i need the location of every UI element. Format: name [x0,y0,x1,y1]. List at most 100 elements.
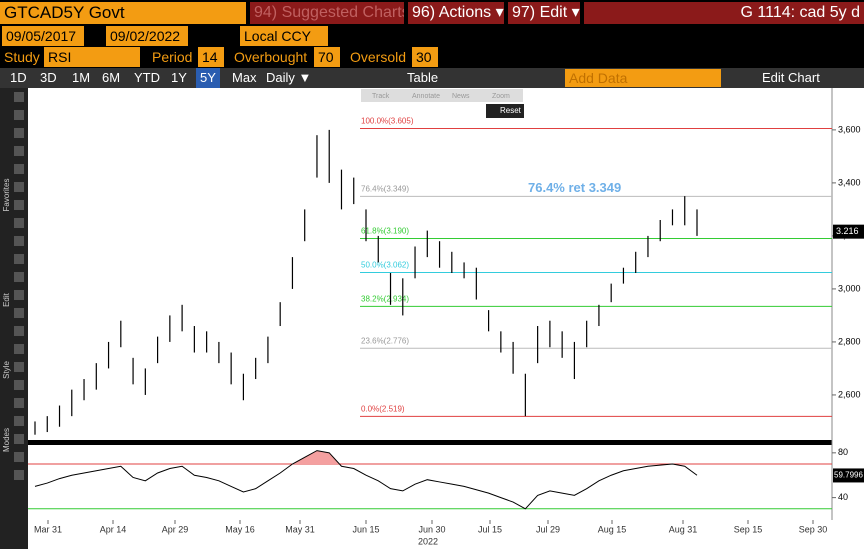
side-label: Favorites [2,179,11,212]
start-date[interactable]: 09/05/2017 [2,26,84,46]
range-button[interactable]: 5Y [196,68,220,88]
mini-button[interactable]: Annotate [412,93,440,100]
period[interactable]: 14 [198,47,224,67]
suggested[interactable]: 94) Suggested Charts [250,2,404,24]
tool-icon[interactable] [14,290,24,300]
range-button[interactable]: 1Y [171,70,187,85]
x-tick-label: Jul 29 [536,524,560,534]
fib-label: 76.4%(3.349) [361,185,409,194]
mini-button[interactable]: Track [372,93,390,100]
study-label: Study [4,49,40,65]
tool-icon[interactable] [14,416,24,426]
annotation: 76.4% ret 3.349 [528,180,621,195]
oversold-label: Oversold [350,49,407,65]
period-label: Period [152,49,193,65]
fib-label: 23.6%(2.776) [361,336,409,345]
x-tick-label: Mar 31 [34,524,62,534]
actions[interactable]: 96) Actions ▾ [408,2,504,24]
ticker[interactable]: GTCAD5Y Govt [0,2,246,24]
study[interactable]: RSI [44,47,140,67]
side-label: Style [2,361,11,379]
tool-icon[interactable] [14,452,24,462]
range-button[interactable]: 1D [10,70,27,85]
tool-icon[interactable] [14,164,24,174]
table-btn[interactable]: Table [407,70,439,85]
x-tick-label: May 31 [285,524,315,534]
tool-icon[interactable] [14,326,24,336]
tool-icon[interactable] [14,254,24,264]
side-label: Modes [2,428,11,452]
tool-icon[interactable] [14,218,24,228]
x-axis-panel [28,520,832,549]
tool-icon[interactable] [14,236,24,246]
tool-icon[interactable] [14,92,24,102]
add-data[interactable]: Add Data [565,69,721,87]
range-button[interactable]: 3D [40,70,57,85]
overbought-label: Overbought [234,49,308,65]
frequency[interactable]: Daily ▼ [266,70,312,85]
reset: Reset [500,106,522,115]
y-tick-label: 3,600 [838,124,861,134]
side-label: Edit [2,292,11,307]
x-tick-label: Aug 31 [669,524,698,534]
tool-icon[interactable] [14,128,24,138]
rsi-line [34,450,698,510]
last-price: 3.216 [836,226,859,236]
tool-icon[interactable] [14,362,24,372]
edit-chart[interactable]: Edit Chart [762,70,820,85]
tool-icon[interactable] [14,380,24,390]
mini-button[interactable]: Zoom [492,93,510,100]
rsi-tick-label: 80 [838,447,848,457]
tool-icon[interactable] [14,182,24,192]
year-label: 2022 [418,536,438,546]
range-button[interactable]: 6M [102,70,121,85]
y-tick-label: 2,800 [838,336,861,346]
fib-label: 50.0%(3.062) [361,261,409,270]
rsi-last: 59.7996 [834,471,863,480]
fib-label: 0.0%(2.519) [361,405,405,414]
tool-icon[interactable] [14,110,24,120]
x-tick-label: Jun 15 [352,524,379,534]
price-panel [28,88,832,440]
tool-icon[interactable] [14,434,24,444]
currency[interactable]: Local CCY [240,26,328,46]
tool-icon[interactable] [14,308,24,318]
rsi-overbought-fill [292,450,340,465]
x-tick-label: Apr 14 [100,524,127,534]
tool-icon[interactable] [14,146,24,156]
tool-icon[interactable] [14,470,24,480]
x-tick-label: Jul 15 [478,524,502,534]
page-id: G 1114: cad 5y d [584,2,864,24]
x-tick-label: Sep 30 [799,524,828,534]
x-tick-label: May 16 [225,524,255,534]
reset-box [486,104,524,118]
last-price-box [833,224,864,239]
range-button[interactable]: YTD [134,70,160,85]
x-tick-label: Jun 30 [418,524,445,534]
fib-label: 61.8%(3.190) [361,227,409,236]
y-tick-label: 3,000 [838,283,861,293]
range-button[interactable]: Max [232,70,257,85]
range-button[interactable]: 1M [72,70,91,85]
end-date[interactable]: 09/02/2022 [106,26,188,46]
rsi-tick-label: 40 [838,492,848,502]
rsi-last-box [833,468,864,483]
mini-button[interactable]: News [452,93,470,100]
fib-label: 100.0%(3.605) [361,117,414,126]
tool-icon[interactable] [14,398,24,408]
tool-icon[interactable] [14,344,24,354]
x-tick-label: Sep 15 [734,524,763,534]
y-tick-label: 2,600 [838,389,861,399]
rsi-panel [28,445,832,520]
tool-icon[interactable] [14,272,24,282]
oversold[interactable]: 30 [412,47,438,67]
x-tick-label: Apr 29 [162,524,189,534]
y-tick-label: 3,400 [838,177,861,187]
fib-label: 38.2%(2.934) [361,295,409,304]
edit[interactable]: 97) Edit ▾ [508,2,580,24]
mini-toolbar [361,89,523,102]
tool-icon[interactable] [14,200,24,210]
overbought[interactable]: 70 [314,47,340,67]
